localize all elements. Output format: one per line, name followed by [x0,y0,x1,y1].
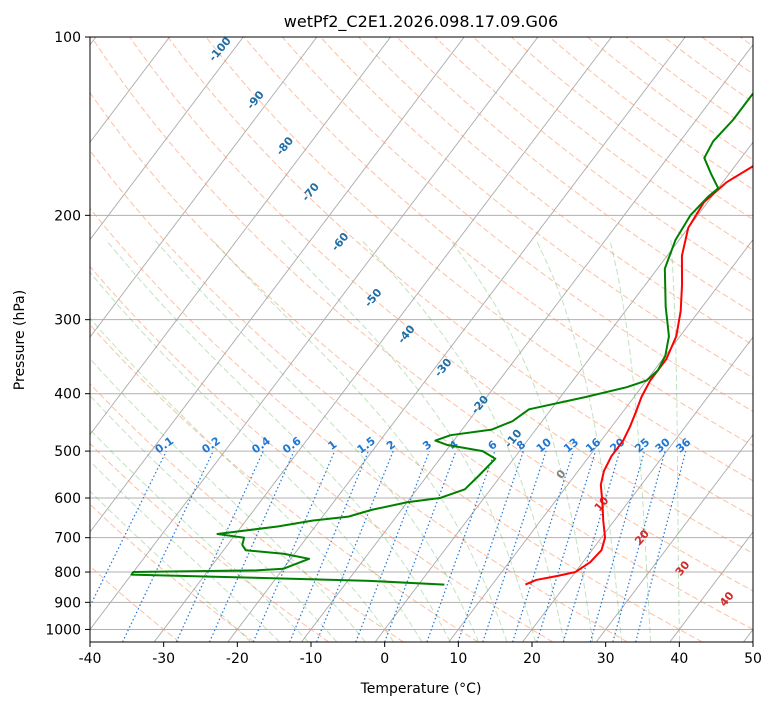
dry-adiabat [472,37,753,251]
moist-adiabat [105,239,451,642]
y-axis-label: Pressure (hPa) [12,290,28,390]
x-tick-label: 40 [670,651,688,667]
dry-adiabat [90,149,703,642]
dry-adiabat-lines [90,37,753,642]
y-tick-label: 200 [54,208,81,224]
isotherm-10 [448,238,753,642]
dry-adiabat [90,207,628,642]
isotherm-40 [669,531,753,642]
mixing-ratio-line [589,450,646,642]
mixing-ratio-line [175,450,264,642]
mixing-ratio-lines [90,450,687,642]
isotherm-0 [374,141,753,642]
moist-adiabat [90,271,423,642]
mixing-ratio-line [512,450,574,642]
isotherm--20 [227,37,686,642]
moist-adiabat [90,358,366,642]
isotherm--70 [90,37,318,338]
dry-adiabat [358,37,753,346]
isotherm-30 [595,433,753,642]
dry-adiabat [587,37,753,161]
series-layer [130,92,753,586]
x-tick-label: 20 [523,651,541,667]
y-tick-label: 400 [54,387,81,403]
dry-adiabat [90,265,554,642]
dry-adiabat [90,91,753,630]
y-tick-label: 300 [54,313,81,329]
mixing-ratio-line [635,450,687,642]
x-tick-label: 0 [380,651,389,667]
dry-adiabat [90,383,404,642]
mixing-ratio-line [612,450,666,642]
dewpoint-line [130,92,753,586]
x-tick-label: -40 [79,651,102,667]
moist-adiabat [361,239,565,642]
y-tick-label: 500 [54,444,81,460]
dry-adiabat [129,37,753,554]
dry-adiabat [243,37,753,447]
mixing-ratio-line [122,450,214,642]
moist-adiabat [535,239,623,642]
dry-adiabat [205,37,753,482]
dry-adiabat [396,37,753,314]
moist-adiabat [280,239,537,642]
y-tick-label: 700 [54,531,81,547]
x-axis: -40 -30 -20 -10 0 10 20 30 40 50 [79,642,762,667]
mixing-ratio-line [289,450,369,642]
mixing-ratio-line [208,450,295,642]
moist-adiabat [90,490,252,642]
isotherm--90 [90,37,170,143]
dry-adiabat [320,37,753,379]
moist-adiabat [449,239,594,642]
dry-adiabat [90,442,330,642]
moist-adiabat [670,239,681,642]
isotherm-20 [522,336,753,642]
moist-adiabat [211,239,508,642]
isotherm--60 [90,37,391,436]
y-tick-label: 100 [54,30,81,46]
y-tick-label: 800 [54,565,81,581]
chart-title: wetPf2_C2E1.2026.098.17.09.G06 [284,12,558,32]
dry-adiabat [281,37,753,413]
isotherm-lines [90,37,753,642]
moist-adiabat [90,428,309,642]
dry-adiabat [167,37,753,518]
mixing-ratio-line [536,450,597,642]
mixing-ratio-line [90,450,167,608]
x-tick-label: -10 [300,651,323,667]
dry-adiabat [91,37,753,592]
moist-adiabat [90,317,395,642]
y-tick-label: 1000 [45,622,81,638]
dry-adiabat [434,37,753,282]
mixing-ratio-line [457,450,524,642]
moist-adiabat [609,239,652,642]
isotherm--30 [153,37,612,642]
moist-adiabat [90,460,280,642]
y-tick-label: 900 [54,595,81,611]
plot-frame [89,36,754,643]
x-axis-label: Temperature (°C) [360,681,482,697]
mixing-ratio-line [426,450,496,642]
isotherm--50 [90,37,465,533]
x-tick-label: -20 [226,651,249,667]
x-tick-label: 10 [449,651,467,667]
grid-layer [90,37,753,642]
mixing-ratio-line [482,450,547,642]
mixing-ratio-line [562,450,621,642]
isotherm--80 [90,37,244,241]
y-axis: 100 200 300 400 500 600 700 800 900 1000 [45,30,90,638]
mixing-ratio-line [252,450,336,642]
x-tick-label: -30 [152,651,175,667]
x-tick-label: 30 [597,651,615,667]
x-tick-label: 50 [744,651,762,667]
plot-background [90,37,753,642]
y-tick-label: 600 [54,491,81,507]
temperature-line [525,164,753,586]
isotherm--40 [90,37,539,631]
